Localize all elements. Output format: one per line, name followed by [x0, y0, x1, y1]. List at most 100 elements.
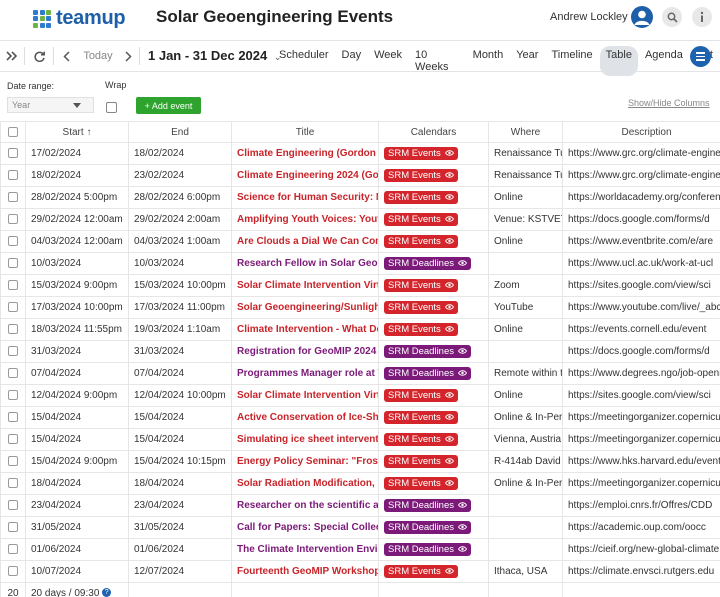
date-range-select[interactable]: Year — [7, 97, 94, 113]
calendar-badge[interactable]: SRM Deadlines — [384, 499, 471, 512]
title-cell[interactable]: Solar Geoengineering/Sunlight — [231, 296, 379, 319]
title-cell[interactable]: Amplifying Youth Voices: Youth — [231, 208, 379, 231]
title-cell[interactable]: Climate Engineering (Gordon Research Con… — [231, 142, 379, 165]
title-cell[interactable]: Researcher on the scientific and — [231, 494, 379, 517]
row-checkbox[interactable] — [8, 544, 18, 555]
calendar-badge[interactable]: SRM Events — [384, 389, 458, 402]
calendar-badge[interactable]: SRM Deadlines — [384, 345, 471, 358]
title-cell[interactable]: Climate Engineering 2024 (Gordon Researc… — [231, 164, 379, 187]
row-checkbox[interactable] — [8, 346, 18, 357]
row-checkbox[interactable] — [8, 456, 18, 467]
calendar-badge[interactable]: SRM Events — [384, 433, 458, 446]
table-row[interactable]: 23/04/2024 23/04/2024 Researcher on the sc… — [0, 494, 720, 517]
table-row[interactable]: 18/03/2024 11:55pm 19/03/2024 1:10am Clima… — [0, 318, 720, 341]
today-button[interactable]: Today — [83, 50, 113, 62]
column-header-calendars[interactable]: Calendars — [378, 121, 489, 143]
search-icon[interactable] — [662, 7, 682, 27]
title-cell[interactable]: Solar Climate Intervention Virtual — [231, 384, 379, 407]
calendar-badge[interactable]: SRM Deadlines — [384, 543, 471, 556]
calendar-badge[interactable]: SRM Events — [384, 565, 458, 578]
column-header-where[interactable]: Where — [488, 121, 563, 143]
calendar-badge[interactable]: SRM Events — [384, 147, 458, 160]
title-cell[interactable]: Climate Intervention - What Do We — [231, 318, 379, 341]
row-checkbox[interactable] — [8, 148, 18, 159]
row-checkbox[interactable] — [8, 412, 18, 423]
calendar-badge[interactable]: SRM Events — [384, 323, 458, 336]
view-tab-table[interactable]: Table — [599, 46, 638, 76]
view-tab-10-weeks[interactable]: 10 Weeks — [415, 49, 449, 73]
row-checkbox[interactable] — [8, 566, 18, 577]
date-range-picker[interactable]: 1 Jan - 31 Dec 2024 ⌄ — [148, 48, 281, 63]
row-checkbox[interactable] — [8, 258, 18, 269]
show-hide-columns-link[interactable]: Show/Hide Columns — [628, 98, 710, 108]
calendar-badge[interactable]: SRM Deadlines — [384, 521, 471, 534]
calendar-badge[interactable]: SRM Deadlines — [384, 367, 471, 380]
help-icon[interactable]: ? — [102, 588, 112, 597]
table-row[interactable]: 15/04/2024 9:00pm 15/04/2024 10:15pm Energ… — [0, 450, 720, 473]
calendar-badge[interactable]: SRM Events — [384, 213, 458, 226]
row-checkbox[interactable] — [8, 500, 18, 511]
calendar-badge[interactable]: SRM Events — [384, 411, 458, 424]
row-checkbox[interactable] — [8, 214, 18, 225]
table-row[interactable]: 17/02/2024 18/02/2024 Climate Engineering … — [0, 142, 720, 165]
view-tab-week[interactable]: Week — [374, 49, 403, 61]
title-cell[interactable]: Solar Radiation Modification, Cloud — [231, 472, 379, 495]
calendar-badge[interactable]: SRM Events — [384, 477, 458, 490]
user-avatar-icon[interactable] — [631, 6, 653, 28]
table-row[interactable]: 15/04/2024 15/04/2024 Active Conservation … — [0, 406, 720, 429]
row-checkbox[interactable] — [8, 324, 18, 335]
table-row[interactable]: 07/04/2024 07/04/2024 Programmes Manager r… — [0, 362, 720, 385]
column-header-start[interactable]: Start ↑ — [25, 121, 129, 143]
table-row[interactable]: 10/03/2024 10/03/2024 Research Fellow in S… — [0, 252, 720, 275]
collapse-sidebar-icon[interactable] — [0, 41, 24, 71]
title-cell[interactable]: Active Conservation of Ice-Sheets — [231, 406, 379, 429]
table-row[interactable]: 15/03/2024 9:00pm 15/03/2024 10:00pm Solar… — [0, 274, 720, 297]
table-row[interactable]: 29/02/2024 12:00am 29/02/2024 2:00am Ampli… — [0, 208, 720, 231]
calendar-badge[interactable]: SRM Events — [384, 455, 458, 468]
hamburger-menu-icon[interactable] — [690, 46, 711, 67]
table-row[interactable]: 10/07/2024 12/07/2024 Fourteenth GeoMIP Wo… — [0, 560, 720, 583]
view-tab-day[interactable]: Day — [341, 49, 362, 61]
table-row[interactable]: 17/03/2024 10:00pm 17/03/2024 11:00pm Sola… — [0, 296, 720, 319]
title-cell[interactable]: Programmes Manager role at The Degrees — [231, 362, 379, 385]
table-row[interactable]: 28/02/2024 5:00pm 28/02/2024 6:00pm Scienc… — [0, 186, 720, 209]
title-cell[interactable]: Solar Climate Intervention Virtual — [231, 274, 379, 297]
title-cell[interactable]: Call for Papers: Special Collection — [231, 516, 379, 539]
title-cell[interactable]: Research Fellow in Solar Geoengineering — [231, 252, 379, 275]
table-row[interactable]: 31/03/2024 31/03/2024 Registration for Geo… — [0, 340, 720, 363]
row-checkbox[interactable] — [8, 236, 18, 247]
title-cell[interactable]: Science for Human Security: Navigating — [231, 186, 379, 209]
column-header-title[interactable]: Title — [231, 121, 379, 143]
column-header-end[interactable]: End — [128, 121, 232, 143]
user-name[interactable]: Andrew Lockley — [550, 11, 628, 23]
table-row[interactable]: 18/04/2024 18/04/2024 Solar Radiation Modi… — [0, 472, 720, 495]
title-cell[interactable]: Fourteenth GeoMIP Workshop — [231, 560, 379, 583]
column-header-description[interactable]: Description — [562, 121, 720, 143]
view-tab-year[interactable]: Year — [516, 49, 539, 61]
calendar-badge[interactable]: SRM Events — [384, 301, 458, 314]
next-icon[interactable] — [119, 41, 137, 71]
calendar-badge[interactable]: SRM Events — [384, 191, 458, 204]
row-checkbox[interactable] — [8, 302, 18, 313]
title-cell[interactable]: The Climate Intervention Environments — [231, 538, 379, 561]
view-tab-month[interactable]: Month — [472, 49, 504, 61]
prev-icon[interactable] — [56, 41, 76, 71]
row-checkbox[interactable] — [8, 390, 18, 401]
calendar-badge[interactable]: SRM Events — [384, 235, 458, 248]
row-checkbox[interactable] — [8, 170, 18, 181]
row-checkbox[interactable] — [8, 192, 18, 203]
select-all-checkbox[interactable] — [8, 126, 18, 137]
row-checkbox[interactable] — [8, 434, 18, 445]
table-row[interactable]: 31/05/2024 31/05/2024 Call for Papers: Spe… — [0, 516, 720, 539]
calendar-badge[interactable]: SRM Deadlines — [384, 257, 471, 270]
title-cell[interactable]: Are Clouds a Dial We Can Control — [231, 230, 379, 253]
refresh-icon[interactable] — [26, 41, 52, 71]
view-tab-timeline[interactable]: Timeline — [551, 49, 593, 61]
calendar-badge[interactable]: SRM Events — [384, 169, 458, 182]
view-tab-scheduler[interactable]: Scheduler — [279, 49, 329, 61]
title-cell[interactable]: Registration for GeoMIP 2024 meeting — [231, 340, 379, 363]
row-checkbox[interactable] — [8, 522, 18, 533]
row-checkbox[interactable] — [8, 280, 18, 291]
row-checkbox[interactable] — [8, 368, 18, 379]
table-row[interactable]: 18/02/2024 23/02/2024 Climate Engineering … — [0, 164, 720, 187]
